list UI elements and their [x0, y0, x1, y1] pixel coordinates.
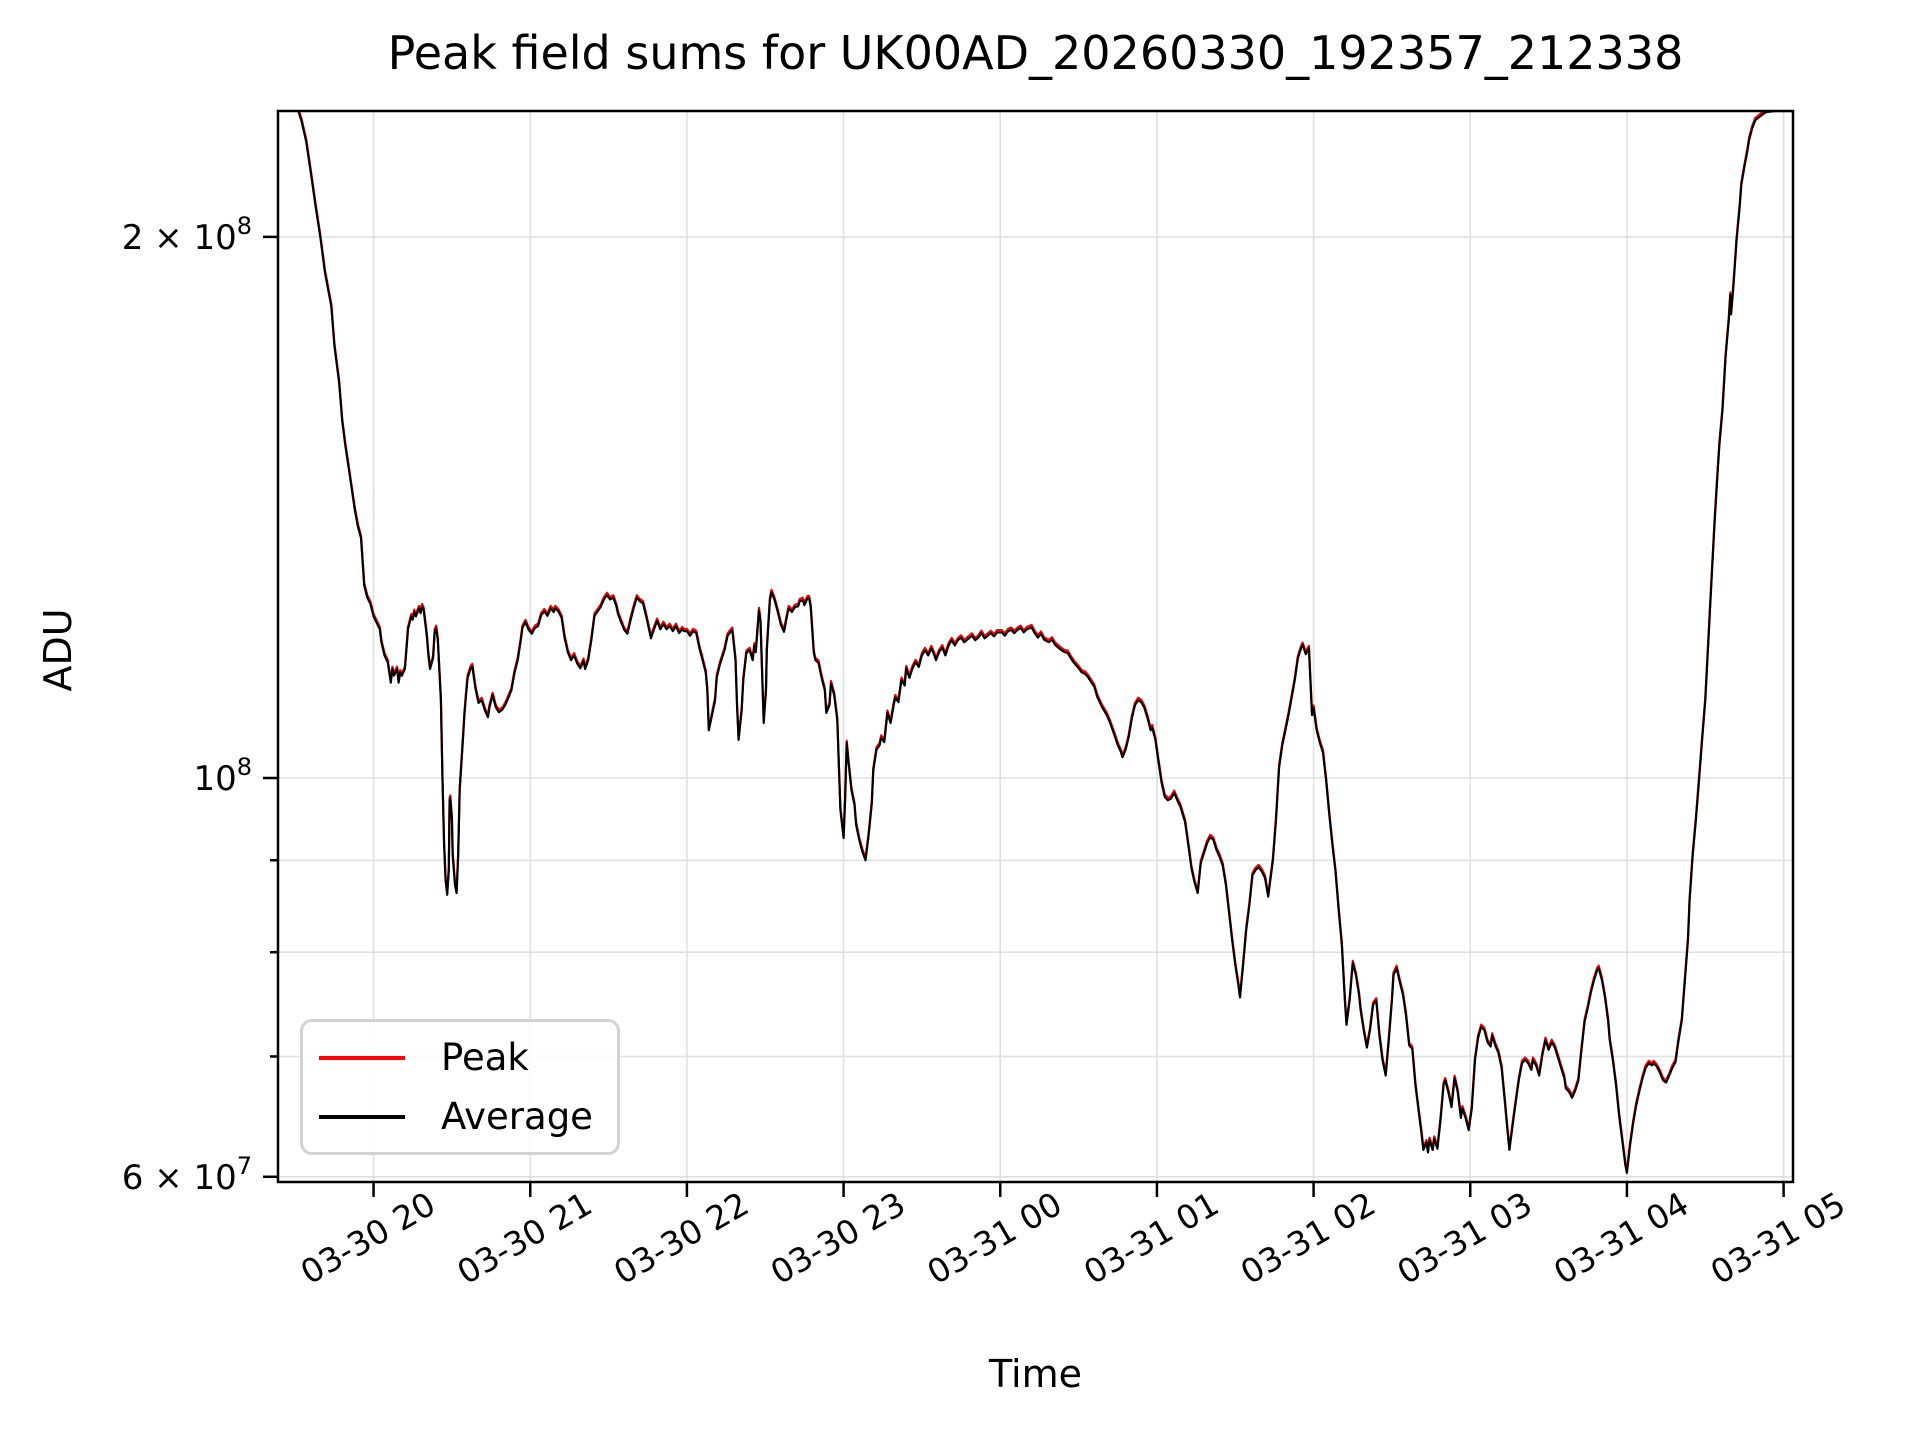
average-line-swatch [319, 1114, 405, 1119]
legend-label-average: Average [441, 1095, 593, 1138]
svg-text:03-30 23: 03-30 23 [764, 1184, 912, 1292]
svg-text:6 × 107: 6 × 107 [122, 1152, 252, 1198]
legend-entry-average: Average [303, 1095, 617, 1138]
svg-text:03-30 21: 03-30 21 [450, 1184, 598, 1292]
legend-label-peak: Peak [441, 1036, 529, 1079]
y-axis-label: ADU [36, 608, 80, 692]
svg-text:03-30 22: 03-30 22 [607, 1184, 755, 1292]
svg-text:03-31 01: 03-31 01 [1077, 1184, 1225, 1292]
svg-text:03-31 00: 03-31 00 [921, 1184, 1069, 1292]
peak-line-swatch [319, 1055, 405, 1060]
chart-title: Peak field sums for UK00AD_20260330_1923… [387, 26, 1684, 80]
svg-text:03-31 05: 03-31 05 [1704, 1184, 1852, 1292]
x-axis-label: Time [989, 1352, 1082, 1396]
legend: Peak Average [300, 1019, 620, 1155]
svg-text:03-30 20: 03-30 20 [294, 1184, 442, 1292]
legend-entry-peak: Peak [303, 1036, 617, 1079]
svg-text:03-31 03: 03-31 03 [1391, 1184, 1539, 1292]
svg-text:03-31 04: 03-31 04 [1547, 1184, 1695, 1292]
svg-text:108: 108 [193, 753, 252, 799]
svg-text:03-31 02: 03-31 02 [1234, 1184, 1382, 1292]
svg-text:2 × 108: 2 × 108 [122, 212, 252, 258]
